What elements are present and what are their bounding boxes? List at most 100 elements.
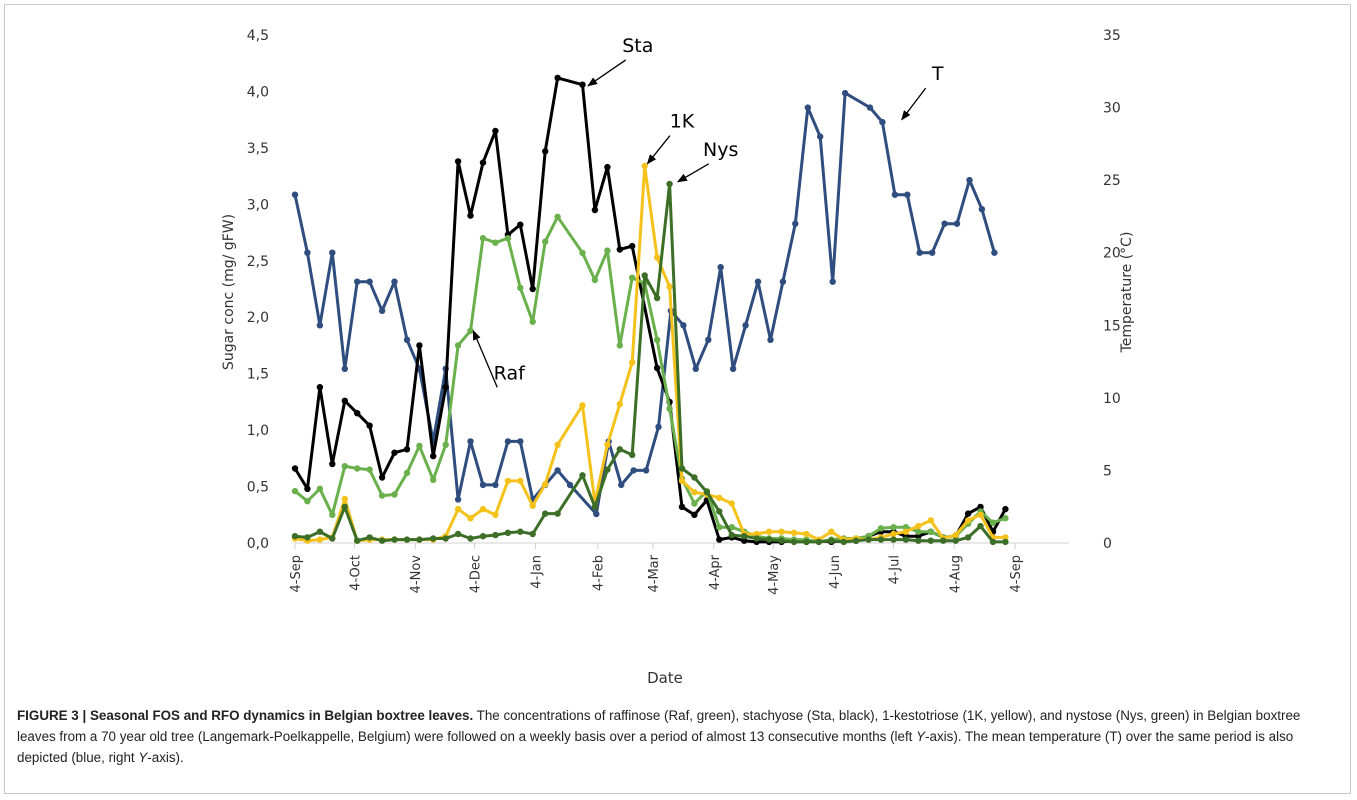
data-point (554, 441, 561, 448)
data-point (841, 89, 849, 97)
data-point (1002, 534, 1009, 541)
data-point (341, 503, 348, 511)
data-point (779, 278, 787, 285)
caption-axis-left: Y (916, 729, 926, 744)
data-point (741, 537, 748, 544)
data-point (467, 327, 474, 334)
data-point (604, 163, 611, 171)
data-point (691, 500, 698, 507)
data-point (915, 533, 922, 540)
data-point (991, 249, 998, 256)
y2-tick-label: 25 (1103, 173, 1121, 189)
x-axis-label: Date (647, 669, 683, 687)
series-raf (291, 213, 1009, 546)
data-point (927, 537, 934, 544)
annotation-arrow (587, 59, 627, 87)
y2-tick-label: 10 (1103, 391, 1121, 407)
data-point (728, 500, 735, 507)
data-point (1002, 515, 1009, 522)
data-point (304, 534, 311, 541)
data-point (653, 336, 661, 343)
x-tick-label: 4-Jun (828, 555, 843, 589)
data-point (629, 242, 636, 250)
data-point (329, 511, 336, 518)
annotation-arrow (472, 329, 498, 388)
data-point (291, 487, 299, 495)
data-point (430, 535, 437, 542)
x-tick-label: 4-Mar (647, 554, 662, 592)
y2-tick-label: 0 (1103, 536, 1112, 552)
data-point (467, 515, 474, 522)
data-point (291, 465, 299, 472)
data-point (964, 534, 972, 541)
data-point (666, 283, 673, 290)
y2-tick-label: 15 (1103, 318, 1121, 334)
data-point (778, 528, 785, 535)
x-tick-label: 4-Dec (469, 555, 484, 593)
data-point (705, 336, 712, 343)
data-point (542, 238, 549, 245)
data-point (316, 528, 324, 535)
data-point (703, 489, 711, 496)
data-point (865, 536, 872, 543)
y-tick-label: 4,5 (247, 28, 269, 44)
data-point (591, 276, 599, 284)
annotation-arrow (676, 163, 710, 183)
data-point (554, 74, 561, 82)
data-point (840, 538, 847, 546)
data-point (767, 336, 774, 343)
data-point (741, 533, 748, 540)
annotation-arrow (901, 87, 927, 121)
data-point (964, 517, 972, 524)
data-point (504, 477, 512, 485)
data-point (629, 274, 636, 281)
data-point (952, 537, 959, 544)
data-point (416, 536, 423, 543)
caption-axis-right: Y (138, 750, 148, 765)
data-point (403, 469, 411, 477)
annotations: Sta 1K Nys T Raf (472, 35, 944, 388)
annotation-label: Sta (622, 35, 653, 57)
data-point (316, 485, 324, 492)
data-point (641, 162, 648, 170)
y-tick-label: 1,0 (247, 423, 269, 439)
y-tick-label: 0,0 (247, 536, 269, 552)
data-point (716, 524, 723, 531)
data-point (454, 496, 462, 503)
data-point (890, 530, 897, 538)
data-point (877, 536, 885, 543)
data-point (716, 536, 723, 543)
data-point (492, 127, 499, 135)
data-point (341, 365, 348, 372)
data-point (304, 249, 311, 256)
data-point (630, 467, 637, 474)
data-point (729, 365, 737, 372)
annotation-label: Raf (494, 362, 526, 384)
data-point (977, 511, 984, 518)
data-point (904, 191, 911, 198)
data-point (989, 519, 997, 526)
data-point (454, 158, 462, 165)
data-point (579, 81, 586, 88)
data-point (728, 524, 735, 531)
x-tick-label: 4-Sep (1009, 555, 1024, 592)
x-tick-label: 4-Jan (529, 555, 544, 589)
data-point (927, 528, 934, 535)
data-point (354, 410, 361, 417)
data-point (341, 495, 348, 503)
data-point (716, 494, 723, 501)
data-point (877, 525, 885, 532)
data-point (604, 466, 611, 473)
data-point (804, 104, 811, 111)
data-point (529, 285, 536, 293)
data-point (964, 510, 972, 517)
data-point (378, 492, 386, 499)
x-tick-label: 4-Aug (948, 555, 963, 593)
data-point (454, 530, 462, 538)
caption-text-2: -axis). The mean temperature (T) over th… (17, 729, 1294, 765)
data-point (378, 537, 386, 544)
data-point (341, 397, 348, 404)
data-point (566, 481, 574, 489)
data-point (716, 508, 723, 515)
data-point (817, 133, 824, 140)
